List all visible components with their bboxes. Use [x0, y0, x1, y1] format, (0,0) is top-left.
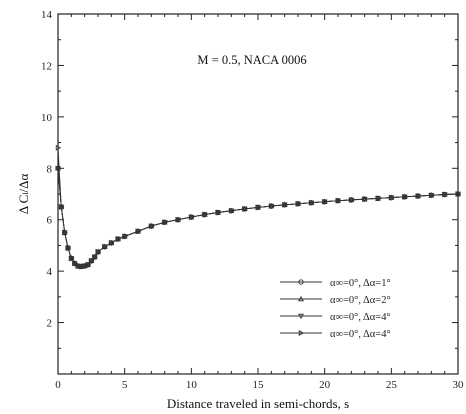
legend-label: α∞=0°, Δα=2° [330, 295, 391, 306]
data-point-triangle-right [242, 205, 248, 212]
data-point-triangle-right [189, 214, 195, 221]
data-point-triangle-right [102, 243, 108, 250]
data-point-triangle-right [62, 229, 68, 236]
data-point-triangle-right [89, 257, 95, 264]
data-point-triangle-right [135, 228, 142, 235]
x-tick-label: 20 [319, 379, 331, 391]
data-point-triangle-right [79, 263, 85, 270]
legend-label: α∞=0°, Δα=4° [330, 312, 391, 323]
data-point-triangle-right [375, 195, 382, 202]
data-point-triangle-right [92, 254, 98, 260]
data-point-triangle-right [229, 207, 235, 214]
y-tick-label: 12 [41, 60, 52, 72]
data-point-triangle-right [202, 211, 208, 218]
data-point-triangle-right [349, 196, 355, 203]
data-point-triangle-right [255, 204, 262, 211]
data-point-triangle-right [429, 192, 435, 199]
data-point-triangle-down [298, 313, 304, 320]
legend-label: α∞=0°, Δα=4° [330, 329, 391, 340]
data-point-triangle-up [298, 295, 304, 302]
y-axis-ticks: 2 4 6 8 10 12 14 [41, 9, 458, 375]
plot-frame [57, 13, 459, 375]
data-point-triangle-right [85, 261, 92, 268]
data-point-triangle-right [75, 263, 82, 269]
data-point-triangle-right [115, 236, 122, 242]
x-axis-ticks: 0 5 10 15 20 25 30 [55, 14, 464, 391]
data-point-triangle-right [335, 197, 342, 204]
x-axis-label: Distance traveled in semi-chords, s [167, 396, 349, 411]
x-tick-label: 15 [253, 379, 265, 391]
chart-annotation: M = 0.5, NACA 0006 [197, 53, 306, 67]
data-point-triangle-right [122, 233, 128, 240]
data-point-triangle-right [175, 216, 182, 223]
data-point-triangle-right [455, 191, 462, 197]
x-tick-label: 25 [386, 379, 398, 391]
x-tick-label: 0 [55, 379, 61, 391]
y-tick-label: 14 [41, 9, 53, 21]
series-layer [55, 144, 462, 270]
data-point-triangle-right [322, 198, 328, 205]
data-point-triangle-right [162, 219, 168, 226]
data-point-triangle-right [298, 330, 305, 336]
y-tick-label: 10 [41, 112, 53, 124]
data-point-triangle-right [295, 200, 302, 207]
data-point-triangle-right [362, 196, 368, 203]
data-point-triangle-right [55, 144, 62, 151]
y-tick-label: 8 [47, 163, 53, 175]
data-point-triangle-right [215, 209, 222, 216]
legend: α∞=0°, Δα=1° α∞=0°, Δα=2° α∞=0°, Δα=4° α∞=0… [280, 278, 391, 340]
x-tick-label: 30 [453, 379, 465, 391]
data-point-triangle-right [59, 203, 65, 210]
data-point-triangle-right [95, 248, 102, 255]
data-point-triangle-right [389, 194, 395, 201]
y-axis-label: Δ Cₗ/Δα [16, 174, 31, 215]
y-tick-label: 6 [47, 215, 53, 227]
x-tick-label: 10 [186, 379, 198, 391]
data-point-triangle-right [65, 245, 72, 251]
y-tick-label: 2 [47, 318, 53, 330]
data-point-triangle-right [72, 260, 78, 267]
data-point-triangle-right [149, 223, 155, 230]
y-tick-label: 4 [47, 266, 53, 278]
data-point-triangle-right [442, 191, 448, 198]
data-point-triangle-right [69, 255, 75, 262]
data-point-circle [298, 279, 304, 285]
data-point-triangle-right [109, 239, 115, 246]
data-point-triangle-right [282, 201, 288, 208]
data-point-triangle-right [309, 199, 315, 206]
legend-label: α∞=0°, Δα=1° [330, 278, 391, 289]
data-point-triangle-right [269, 203, 275, 210]
x-tick-label: 5 [122, 379, 128, 391]
data-point-triangle-right [402, 193, 408, 200]
series-4 [55, 144, 462, 270]
data-point-triangle-right [415, 193, 422, 200]
data-point-triangle-right [82, 263, 88, 269]
